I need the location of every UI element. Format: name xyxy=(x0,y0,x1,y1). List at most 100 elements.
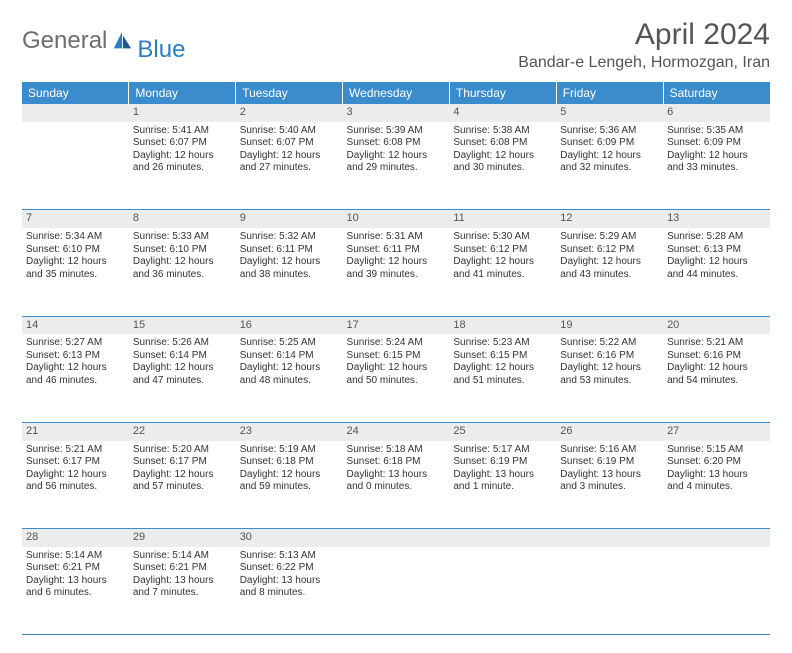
day-content: Sunrise: 5:21 AMSunset: 6:17 PMDaylight:… xyxy=(26,444,125,494)
day-line: Sunrise: 5:40 AM xyxy=(240,125,339,138)
day-number: 2 xyxy=(236,104,343,122)
day-line: Sunset: 6:12 PM xyxy=(453,244,552,257)
day-line: Daylight: 12 hours xyxy=(560,362,659,375)
day-line: Daylight: 12 hours xyxy=(26,256,125,269)
day-cell: Sunrise: 5:16 AMSunset: 6:19 PMDaylight:… xyxy=(556,441,663,529)
day-line: Daylight: 12 hours xyxy=(26,362,125,375)
day-content: Sunrise: 5:25 AMSunset: 6:14 PMDaylight:… xyxy=(240,337,339,387)
day-number: 1 xyxy=(129,104,236,122)
day-line: Sunset: 6:09 PM xyxy=(667,137,766,150)
day-line: Sunrise: 5:30 AM xyxy=(453,231,552,244)
day-line: Daylight: 13 hours xyxy=(26,575,125,588)
day-number: 8 xyxy=(129,210,236,228)
day-line: Sunset: 6:18 PM xyxy=(347,456,446,469)
day-line: and 39 minutes. xyxy=(347,269,446,282)
day-number xyxy=(556,529,663,547)
day-line: and 51 minutes. xyxy=(453,375,552,388)
day-number xyxy=(22,104,129,122)
day-number-row: 21222324252627 xyxy=(22,422,770,440)
day-line: Sunrise: 5:14 AM xyxy=(133,550,232,563)
day-line: Sunset: 6:18 PM xyxy=(240,456,339,469)
day-line: Daylight: 12 hours xyxy=(240,256,339,269)
day-cell: Sunrise: 5:25 AMSunset: 6:14 PMDaylight:… xyxy=(236,334,343,422)
day-number: 18 xyxy=(449,316,556,334)
day-cell: Sunrise: 5:29 AMSunset: 6:12 PMDaylight:… xyxy=(556,228,663,316)
day-line: Daylight: 13 hours xyxy=(667,469,766,482)
day-number-row: 78910111213 xyxy=(22,210,770,228)
day-number: 14 xyxy=(22,316,129,334)
day-line: and 50 minutes. xyxy=(347,375,446,388)
day-line: Sunset: 6:17 PM xyxy=(133,456,232,469)
day-number-row: 282930 xyxy=(22,529,770,547)
day-line: Sunset: 6:08 PM xyxy=(347,137,446,150)
day-line: Sunrise: 5:36 AM xyxy=(560,125,659,138)
day-number: 13 xyxy=(663,210,770,228)
day-line: Sunrise: 5:39 AM xyxy=(347,125,446,138)
day-line: Daylight: 12 hours xyxy=(240,362,339,375)
day-line: Daylight: 12 hours xyxy=(133,362,232,375)
day-line: Daylight: 12 hours xyxy=(560,256,659,269)
day-line: Daylight: 12 hours xyxy=(26,469,125,482)
day-line: Sunrise: 5:26 AM xyxy=(133,337,232,350)
day-line: and 57 minutes. xyxy=(133,481,232,494)
day-content: Sunrise: 5:14 AMSunset: 6:21 PMDaylight:… xyxy=(133,550,232,600)
day-number xyxy=(663,529,770,547)
day-content: Sunrise: 5:35 AMSunset: 6:09 PMDaylight:… xyxy=(667,125,766,175)
day-line: Daylight: 12 hours xyxy=(240,469,339,482)
day-cell: Sunrise: 5:38 AMSunset: 6:08 PMDaylight:… xyxy=(449,122,556,210)
day-content: Sunrise: 5:23 AMSunset: 6:15 PMDaylight:… xyxy=(453,337,552,387)
day-line: Sunset: 6:17 PM xyxy=(26,456,125,469)
day-line: Sunrise: 5:28 AM xyxy=(667,231,766,244)
day-number-row: 14151617181920 xyxy=(22,316,770,334)
day-line: and 47 minutes. xyxy=(133,375,232,388)
day-header: Thursday xyxy=(449,82,556,104)
day-number: 11 xyxy=(449,210,556,228)
week-row: Sunrise: 5:14 AM Sunset: 6:21 PMDaylight:… xyxy=(22,547,770,635)
day-line: Daylight: 12 hours xyxy=(347,150,446,163)
day-number: 4 xyxy=(449,104,556,122)
logo: General Blue xyxy=(22,18,185,64)
day-line: Sunrise: 5:34 AM xyxy=(26,231,125,244)
day-content: Sunrise: 5:19 AMSunset: 6:18 PMDaylight:… xyxy=(240,444,339,494)
week-row: Sunrise: 5:27 AMSunset: 6:13 PMDaylight:… xyxy=(22,334,770,422)
day-line: Sunset: 6:14 PM xyxy=(240,350,339,363)
day-cell: Sunrise: 5:33 AMSunset: 6:10 PMDaylight:… xyxy=(129,228,236,316)
day-cell: Sunrise: 5:14 AMSunset: 6:21 PMDaylight:… xyxy=(22,547,129,635)
day-number: 25 xyxy=(449,422,556,440)
day-cell: Sunrise: 5:32 AMSunset: 6:11 PMDaylight:… xyxy=(236,228,343,316)
calendar-table: SundayMondayTuesdayWednesdayThursdayFrid… xyxy=(22,82,770,635)
day-number: 15 xyxy=(129,316,236,334)
calendar-header-row: SundayMondayTuesdayWednesdayThursdayFrid… xyxy=(22,82,770,104)
day-line: Daylight: 12 hours xyxy=(667,362,766,375)
title-block: April 2024 Bandar-e Lengeh, Hormozgan, I… xyxy=(518,18,770,72)
day-line: Sunrise: 5:21 AM xyxy=(667,337,766,350)
day-line: and 30 minutes. xyxy=(453,162,552,175)
day-cell xyxy=(663,547,770,635)
day-content: Sunrise: 5:20 AMSunset: 6:17 PMDaylight:… xyxy=(133,444,232,494)
day-line: Sunset: 6:16 PM xyxy=(667,350,766,363)
day-line: Sunrise: 5:24 AM xyxy=(347,337,446,350)
calendar-page: General Blue April 2024 Bandar-e Lengeh,… xyxy=(0,0,792,653)
day-line: Sunrise: 5:32 AM xyxy=(240,231,339,244)
day-cell: Sunrise: 5:41 AMSunset: 6:07 PMDaylight:… xyxy=(129,122,236,210)
day-line: Sunrise: 5:19 AM xyxy=(240,444,339,457)
day-number: 21 xyxy=(22,422,129,440)
day-number: 20 xyxy=(663,316,770,334)
day-line: Sunrise: 5:17 AM xyxy=(453,444,552,457)
day-line: Sunrise: 5:20 AM xyxy=(133,444,232,457)
day-header: Wednesday xyxy=(343,82,450,104)
day-cell: Sunrise: 5:27 AMSunset: 6:13 PMDaylight:… xyxy=(22,334,129,422)
day-line: Sunset: 6:21 PM xyxy=(26,562,125,575)
day-line: and 48 minutes. xyxy=(240,375,339,388)
day-line: and 59 minutes. xyxy=(240,481,339,494)
day-line: Sunrise: 5:23 AM xyxy=(453,337,552,350)
day-content: Sunrise: 5:33 AMSunset: 6:10 PMDaylight:… xyxy=(133,231,232,281)
day-header: Sunday xyxy=(22,82,129,104)
day-cell: Sunrise: 5:20 AMSunset: 6:17 PMDaylight:… xyxy=(129,441,236,529)
day-line: Sunrise: 5:16 AM xyxy=(560,444,659,457)
day-line: Daylight: 13 hours xyxy=(453,469,552,482)
day-line: Sunset: 6:10 PM xyxy=(133,244,232,257)
week-row: Sunrise: 5:41 AMSunset: 6:07 PMDaylight:… xyxy=(22,122,770,210)
day-line: Daylight: 12 hours xyxy=(133,469,232,482)
day-cell: Sunrise: 5:13 AMSunset: 6:22 PMDaylight:… xyxy=(236,547,343,635)
